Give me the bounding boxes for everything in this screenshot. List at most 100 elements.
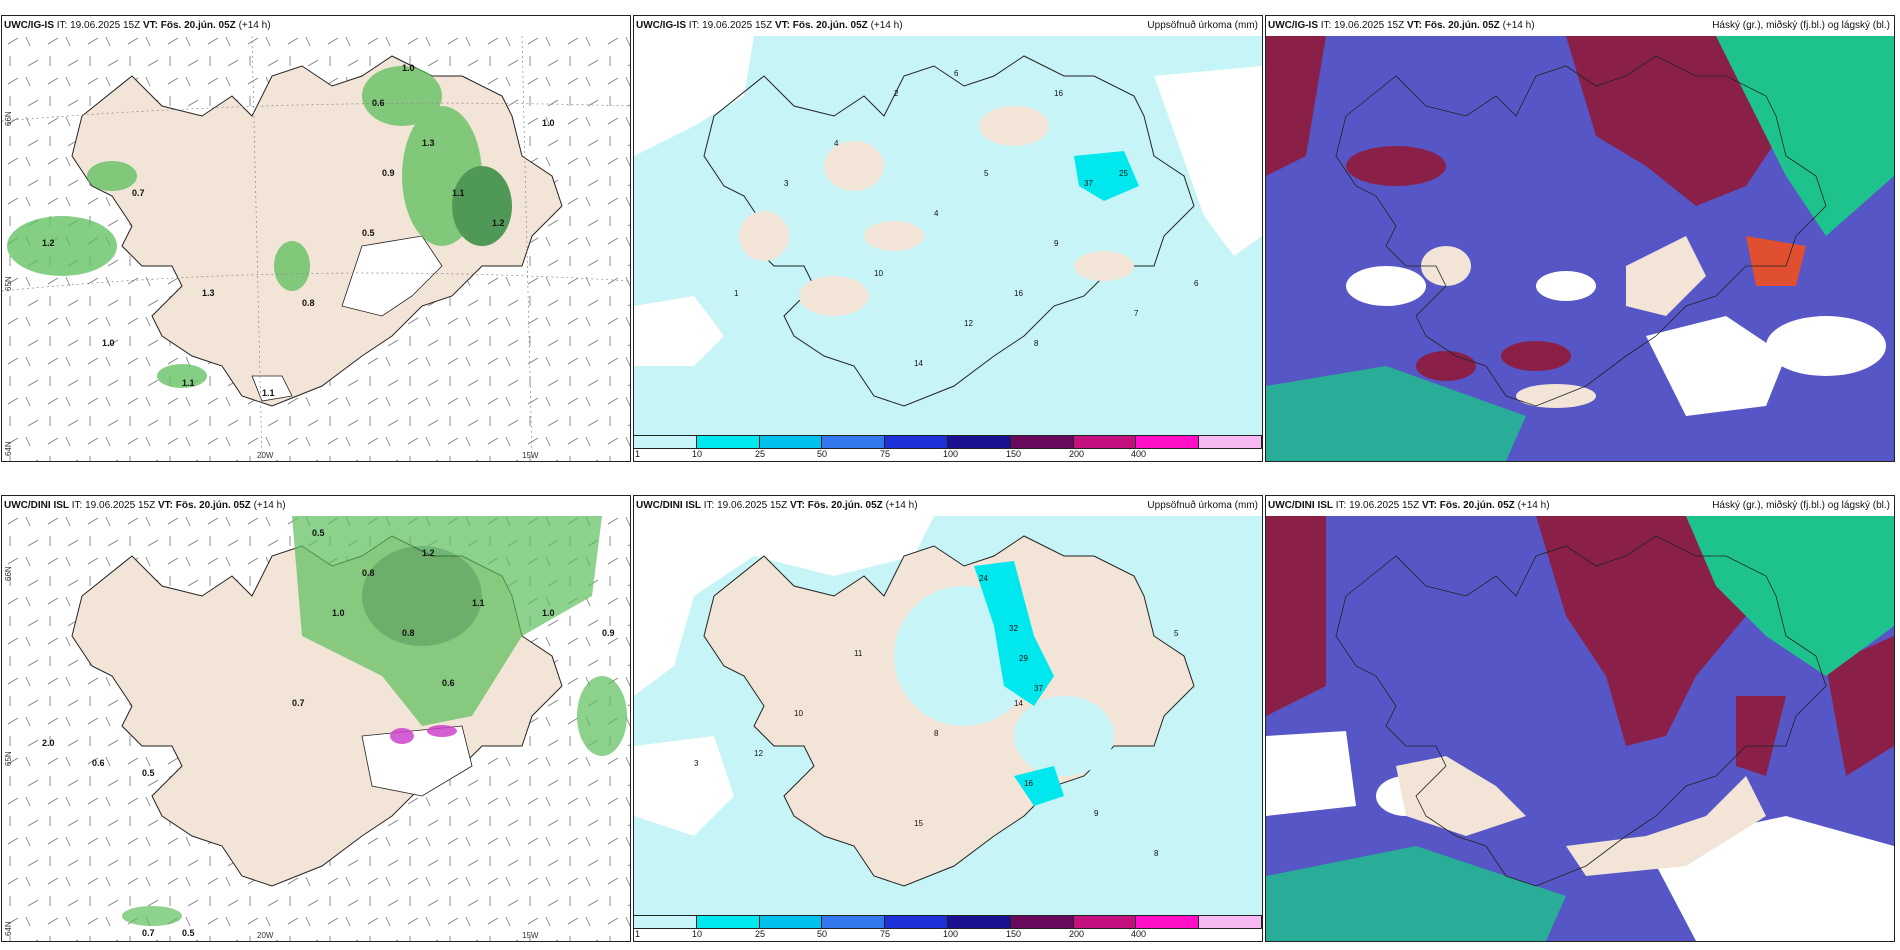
colorbar-label: 10	[692, 449, 703, 459]
lead-time: (+14 h)	[1517, 500, 1550, 511]
svg-text:29: 29	[1019, 654, 1028, 663]
colorbar-swatch	[634, 436, 697, 448]
colorbar-label: 75	[880, 449, 891, 459]
valid-time: Fös. 20.jún. 05Z	[160, 20, 236, 31]
model-name: UWC/DINI ISL	[636, 500, 701, 511]
precip-values: 2 6 16 37 25 4 3 5 10 16 12 14 8 7 6 1 9 4	[734, 69, 1199, 368]
svg-text:1.3: 1.3	[202, 288, 215, 298]
svg-text:10: 10	[874, 269, 883, 278]
svg-text:0.9: 0.9	[382, 168, 395, 178]
colorbar-label: 10	[692, 929, 703, 939]
panel-header: UWC/IG-IS IT: 19.06.2025 15Z VT: Fös. 20…	[634, 16, 1262, 36]
colorbar-label: 150	[1006, 929, 1022, 939]
colorbar: 1 10 25 50 75 100 150 200 400	[634, 915, 1262, 941]
svg-text:6: 6	[954, 69, 959, 78]
map-clouds	[1266, 516, 1894, 941]
panel-header: UWC/DINI ISL IT: 19.06.2025 15Z VT: Fös.…	[2, 496, 630, 516]
colorbar-label: 50	[817, 449, 828, 459]
valid-time: Fös. 20.jún. 05Z	[807, 500, 883, 511]
panel-wind-rain-dini: UWC/DINI ISL IT: 19.06.2025 15Z VT: Fös.…	[1, 495, 631, 942]
svg-text:0.7: 0.7	[292, 698, 305, 708]
valid-time: Fös. 20.jún. 05Z	[175, 500, 251, 511]
colorbar-swatch	[1010, 916, 1074, 928]
svg-text:1.3: 1.3	[422, 138, 435, 148]
colorbar-swatch	[759, 916, 823, 928]
colorbar-label: 75	[880, 929, 891, 939]
colorbar-swatch	[885, 916, 948, 928]
svg-text:11: 11	[854, 649, 863, 658]
colorbar-swatch	[822, 916, 886, 928]
svg-text:8: 8	[1034, 339, 1039, 348]
model-name: UWC/IG-IS	[636, 20, 686, 31]
colorbar-swatch	[1199, 916, 1262, 928]
vt-label: VT:	[789, 500, 805, 511]
svg-text:37: 37	[1084, 179, 1093, 188]
field-title: Háský (gr.), miðský (fj.bl.) og lágský (…	[1712, 500, 1890, 511]
svg-text:0.6: 0.6	[372, 98, 385, 108]
colorbar-swatch	[885, 436, 948, 448]
svg-text:32: 32	[1009, 624, 1018, 633]
colorbar-swatch	[634, 916, 697, 928]
svg-text:16: 16	[1054, 89, 1063, 98]
svg-text:1.0: 1.0	[332, 608, 345, 618]
field-title: Uppsöfnuð úrkoma (mm)	[1147, 20, 1258, 31]
svg-text:14: 14	[914, 359, 923, 368]
colorbar-label: 200	[1069, 449, 1085, 459]
lead-time: (+14 h)	[1502, 20, 1535, 31]
colorbar-swatch	[1073, 436, 1137, 448]
svg-text:9: 9	[1094, 809, 1099, 818]
svg-text:0.6: 0.6	[442, 678, 455, 688]
colorbar-swatch	[759, 436, 823, 448]
vt-label: VT:	[142, 20, 158, 31]
colorbar-swatch	[696, 436, 760, 448]
model-name: UWC/DINI ISL	[4, 500, 69, 511]
init-time: 19.06.2025 15Z	[717, 500, 788, 511]
svg-text:1: 1	[734, 289, 739, 298]
colorbar-label: 400	[1131, 929, 1147, 939]
it-label: IT:	[703, 500, 715, 511]
lon-label: 15W	[522, 931, 539, 940]
init-time: 19.06.2025 15Z	[1334, 20, 1405, 31]
lat-label: 65N	[4, 276, 13, 291]
svg-text:0.5: 0.5	[142, 768, 155, 778]
lead-time: (+14 h)	[238, 20, 271, 31]
svg-text:0.8: 0.8	[402, 628, 415, 638]
svg-text:2: 2	[894, 89, 899, 98]
colorbar-label: 1	[635, 449, 641, 459]
svg-text:0.5: 0.5	[182, 928, 195, 938]
init-time: 19.06.2025 15Z	[702, 20, 773, 31]
svg-text:12: 12	[754, 749, 763, 758]
colorbar-swatch	[1199, 436, 1262, 448]
valid-time: Fös. 20.jún. 05Z	[1424, 20, 1500, 31]
colorbar-swatch	[696, 916, 760, 928]
vt-label: VT:	[1421, 500, 1437, 511]
panel-header: UWC/DINI ISL IT: 19.06.2025 15Z VT: Fös.…	[634, 496, 1262, 516]
vt-label: VT:	[157, 500, 173, 511]
svg-text:14: 14	[1014, 699, 1023, 708]
colorbar-label: 400	[1131, 449, 1147, 459]
lead-time: (+14 h)	[253, 500, 286, 511]
it-label: IT:	[688, 20, 700, 31]
it-label: IT:	[1335, 500, 1347, 511]
it-label: IT:	[71, 500, 83, 511]
svg-text:6: 6	[1194, 279, 1199, 288]
lon-label: 20W	[257, 931, 274, 940]
panel-clouds-dini: UWC/DINI ISL IT: 19.06.2025 15Z VT: Fös.…	[1265, 495, 1895, 942]
svg-text:1.0: 1.0	[542, 608, 555, 618]
colorbar-label: 50	[817, 929, 828, 939]
svg-text:12: 12	[964, 319, 973, 328]
svg-text:10: 10	[794, 709, 803, 718]
svg-text:16: 16	[1024, 779, 1033, 788]
svg-text:16: 16	[1014, 289, 1023, 298]
colorbar-label: 1	[635, 929, 641, 939]
map-precip: 2 6 16 37 25 4 3 5 10 16 12 14 8 7 6 1 9 4	[634, 36, 1262, 461]
svg-text:1.2: 1.2	[422, 548, 435, 558]
svg-text:3: 3	[694, 759, 699, 768]
svg-text:3: 3	[784, 179, 789, 188]
svg-text:4: 4	[934, 209, 939, 218]
field-title: Uppsöfnuð úrkoma (mm)	[1147, 500, 1258, 511]
svg-text:0.7: 0.7	[132, 188, 145, 198]
colorbar-label: 200	[1069, 929, 1085, 939]
map-wind-rain: 0.50.81.2 1.00.81.1 1.00.90.6 0.72.00.6 …	[2, 516, 630, 941]
svg-text:1.2: 1.2	[492, 218, 505, 228]
